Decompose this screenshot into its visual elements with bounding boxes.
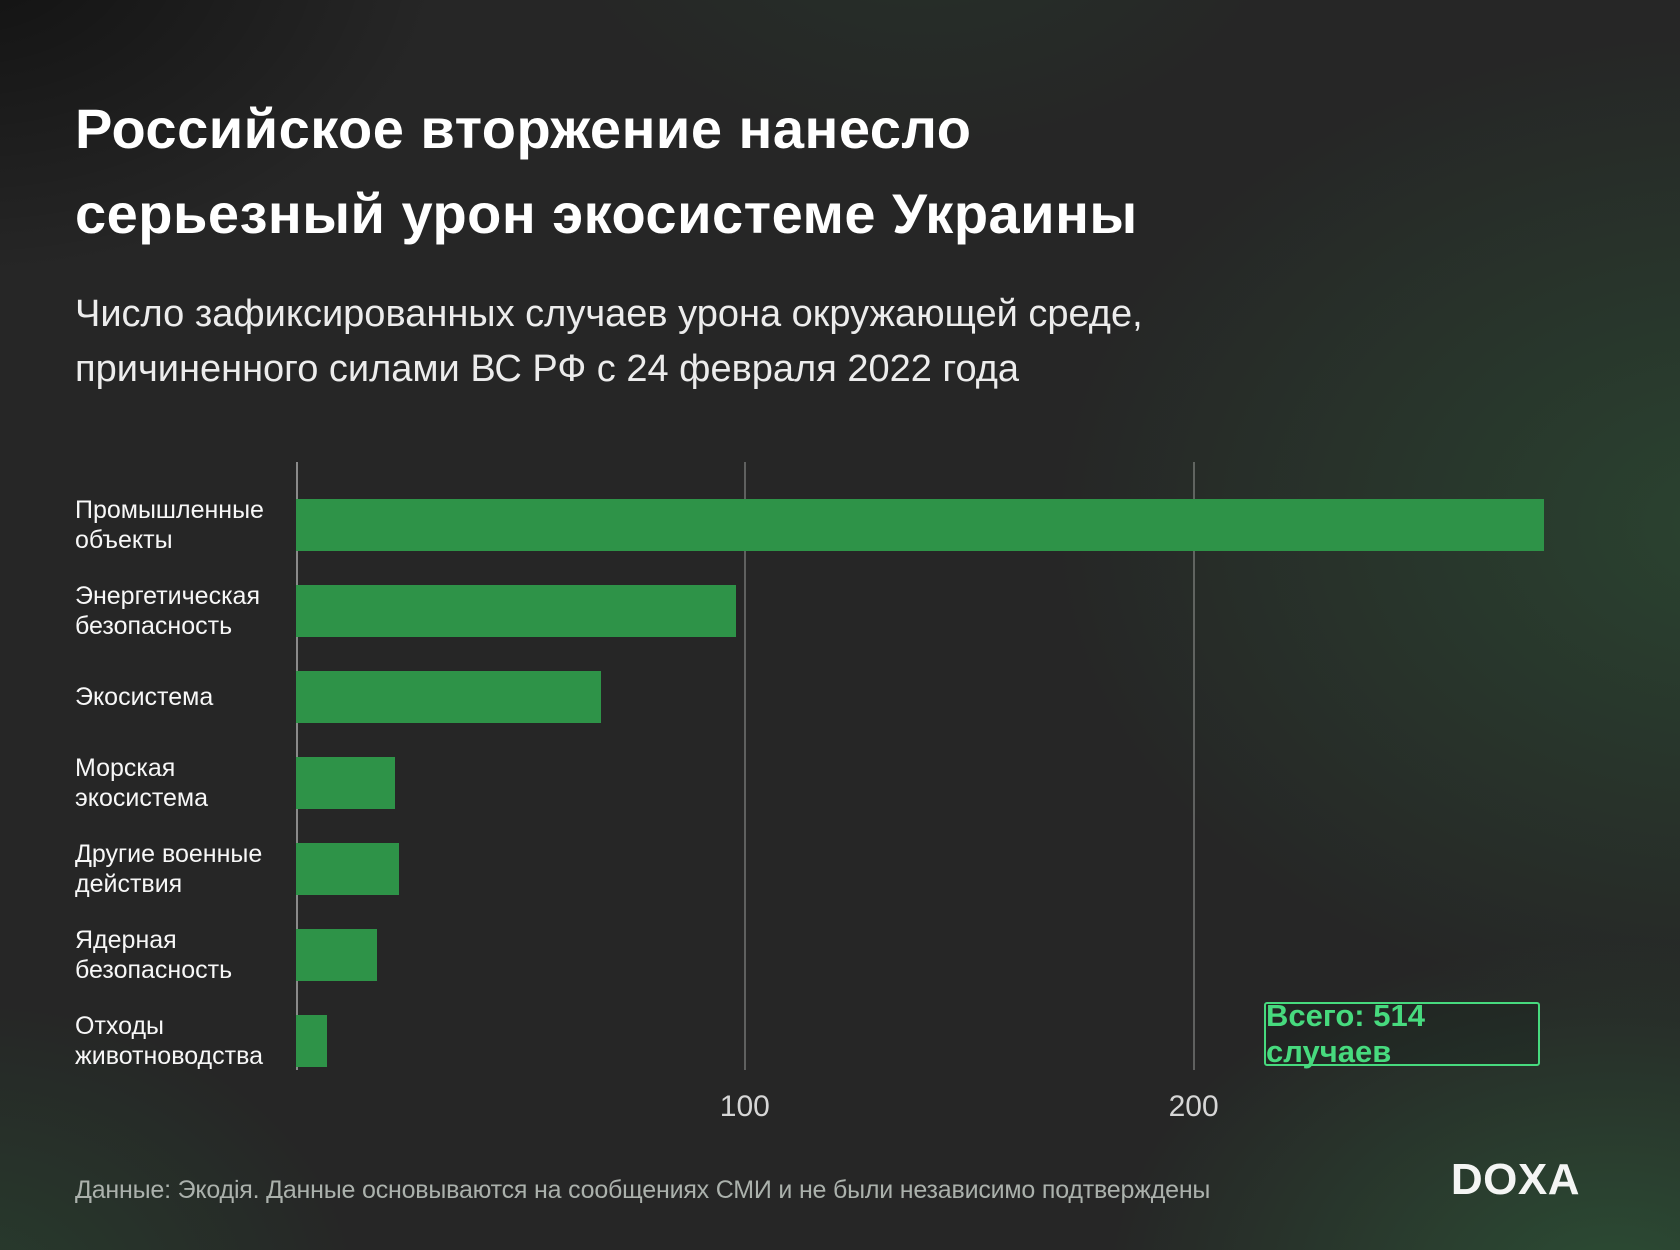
- chart-row: Экосистема: [75, 671, 1620, 723]
- page-title: Российское вторжение нанесло серьезный у…: [75, 86, 1138, 256]
- chart-row: Отходы животноводства: [75, 1012, 1620, 1070]
- category-label: Энергетическая безопасность: [75, 582, 260, 640]
- x-tick-label: 200: [1168, 1090, 1219, 1123]
- bar: [296, 929, 377, 981]
- doxa-logo: DOXA: [1450, 1155, 1580, 1204]
- source-note: Данные: Экодія. Данные основываются на с…: [75, 1176, 1211, 1204]
- bar-track: [296, 929, 1620, 981]
- title-line-1: Российское вторжение нанесло: [75, 97, 972, 160]
- bar: [296, 499, 1544, 551]
- x-gridline: [743, 462, 746, 1070]
- category-label: Другие военные действия: [75, 840, 263, 898]
- chart-row: Морская экосистема: [75, 754, 1620, 812]
- subtitle-line-1: Число зафиксированных случаев урона окру…: [75, 293, 1143, 335]
- chart-row: Ядерная безопасность: [75, 926, 1620, 984]
- category-label: Ядерная безопасность: [75, 926, 233, 984]
- bar-track: [296, 757, 1620, 809]
- bar-track: [296, 1015, 1620, 1067]
- bar: [296, 757, 395, 809]
- bar: [296, 671, 602, 723]
- chart-row: Промышленные объекты: [75, 496, 1620, 554]
- chart-subtitle: Число зафиксированных случаев урона окру…: [75, 287, 1143, 397]
- category-label: Промышленные объекты: [75, 496, 264, 554]
- title-line-2: серьезный урон экосистеме Украины: [75, 182, 1138, 245]
- bar-track: [296, 843, 1620, 895]
- category-label: Экосистема: [75, 683, 214, 711]
- total-badge: Всего: 514 случаев: [1264, 998, 1540, 1069]
- subtitle-line-2: причиненного силами ВС РФ с 24 февраля 2…: [75, 348, 1020, 390]
- chart-row: Другие военные действия: [75, 840, 1620, 898]
- chart-row: Энергетическая безопасность: [75, 582, 1620, 640]
- bar-track: [296, 671, 1620, 723]
- bar-chart: 100 200 Промышленные объекты Энергетическа…: [75, 462, 1620, 1123]
- x-tick-label: 100: [719, 1090, 770, 1123]
- category-label: Морская экосистема: [75, 754, 209, 812]
- bar-track: [296, 499, 1620, 551]
- bar: [296, 1015, 328, 1067]
- bar: [296, 585, 736, 637]
- bar-track: [296, 585, 1620, 637]
- x-gridline: [1192, 462, 1195, 1070]
- bar: [296, 843, 400, 895]
- category-label: Отходы животноводства: [75, 1012, 264, 1070]
